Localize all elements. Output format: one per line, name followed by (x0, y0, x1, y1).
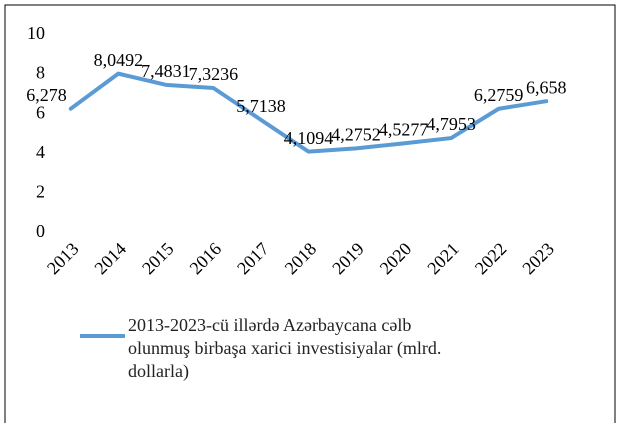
y-tick-label: 0 (36, 221, 45, 241)
y-tick-label: 2 (36, 182, 45, 202)
x-tick-label: 2023 (518, 239, 558, 279)
y-tick-label: 6 (36, 102, 45, 122)
x-tick-label: 2022 (471, 239, 511, 279)
x-tick-label: 2017 (233, 239, 273, 279)
legend-label: 2013-2023-cü illərdə Azərbaycana cəlb ol… (128, 315, 442, 381)
data-label: 5,7138 (236, 96, 286, 116)
data-label: 4,2752 (331, 124, 381, 144)
data-label: 8,0492 (94, 50, 144, 70)
data-label: 6,658 (526, 77, 567, 97)
x-tick-label: 2020 (376, 239, 416, 279)
data-label: 4,5277 (379, 119, 429, 139)
x-tick-label: 2013 (43, 239, 83, 279)
x-tick-label: 2014 (90, 239, 130, 279)
chart-frame (4, 4, 616, 423)
x-tick-label: 2016 (186, 239, 226, 279)
y-tick-label: 8 (36, 63, 45, 83)
line-series (68, 71, 549, 154)
data-label: 7,3236 (189, 64, 239, 84)
data-label: 4,1094 (284, 128, 334, 148)
data-label: 6,278 (26, 85, 67, 105)
data-label: 6,2759 (474, 85, 524, 105)
x-tick-label: 2018 (281, 239, 321, 279)
x-tick-label: 2015 (138, 239, 178, 279)
y-tick-label: 10 (27, 23, 45, 43)
data-label: 4,7953 (426, 114, 476, 134)
x-tick-label: 2021 (423, 239, 463, 279)
y-tick-label: 4 (36, 142, 45, 162)
data-label: 7,4831 (141, 61, 191, 81)
x-tick-label: 2019 (328, 239, 368, 279)
